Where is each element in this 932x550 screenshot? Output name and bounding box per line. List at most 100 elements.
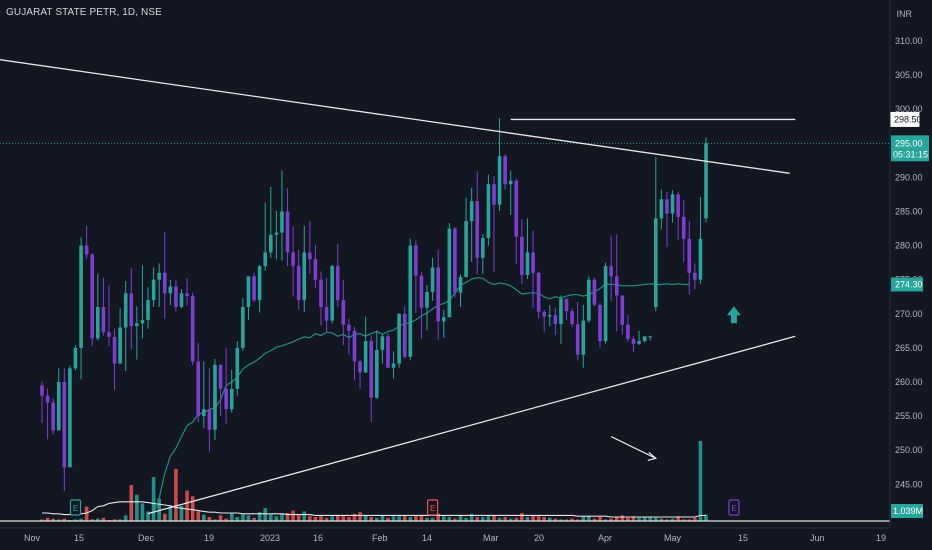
candle-body[interactable] bbox=[179, 293, 184, 307]
candle-body[interactable] bbox=[559, 298, 563, 325]
candle-body[interactable] bbox=[676, 194, 680, 217]
candle-body[interactable] bbox=[263, 252, 267, 267]
candle-body[interactable] bbox=[704, 143, 708, 219]
candle-body[interactable] bbox=[291, 252, 295, 267]
candle-body[interactable] bbox=[96, 306, 100, 339]
candle-body[interactable] bbox=[564, 298, 569, 312]
candle-body[interactable] bbox=[497, 156, 502, 205]
candle-body[interactable] bbox=[123, 293, 128, 328]
candle-body[interactable] bbox=[469, 201, 474, 222]
candle-body[interactable] bbox=[525, 252, 530, 275]
candle-body[interactable] bbox=[369, 341, 374, 398]
candle-body[interactable] bbox=[447, 228, 452, 318]
candle-body[interactable] bbox=[503, 156, 507, 185]
earnings-flag-icon[interactable] bbox=[728, 499, 740, 516]
candle-body[interactable] bbox=[157, 272, 161, 280]
candle-body[interactable] bbox=[380, 336, 385, 350]
candle-body[interactable] bbox=[224, 388, 228, 410]
candle-body[interactable] bbox=[609, 266, 613, 277]
candle-body[interactable] bbox=[196, 361, 201, 417]
candle-body[interactable] bbox=[553, 315, 558, 325]
candle-body[interactable] bbox=[79, 245, 83, 348]
candle-body[interactable] bbox=[592, 279, 597, 305]
candle-body[interactable] bbox=[45, 395, 50, 403]
candle-body[interactable] bbox=[631, 339, 636, 344]
candle-body[interactable] bbox=[670, 194, 675, 214]
candle-body[interactable] bbox=[430, 267, 435, 292]
candle-body[interactable] bbox=[598, 304, 602, 342]
candle-body[interactable] bbox=[90, 254, 95, 339]
candle-body[interactable] bbox=[603, 266, 608, 342]
candle-body[interactable] bbox=[391, 363, 396, 368]
candle-body[interactable] bbox=[414, 245, 418, 276]
candle-body[interactable] bbox=[575, 324, 580, 355]
candle-body[interactable] bbox=[453, 228, 457, 293]
candle-body[interactable] bbox=[62, 382, 67, 468]
candle-body[interactable] bbox=[620, 295, 625, 325]
candle-body[interactable] bbox=[408, 245, 413, 357]
candle-body[interactable] bbox=[151, 279, 156, 301]
candle-body[interactable] bbox=[56, 382, 61, 431]
candle-body[interactable] bbox=[341, 300, 346, 325]
candle-body[interactable] bbox=[419, 275, 424, 308]
candle-body[interactable] bbox=[626, 324, 630, 340]
candle-body[interactable] bbox=[174, 286, 178, 307]
candle-body[interactable] bbox=[168, 286, 173, 294]
candle-body[interactable] bbox=[698, 238, 703, 280]
candle-body[interactable] bbox=[514, 180, 519, 237]
candle-body[interactable] bbox=[308, 252, 312, 260]
candle-body[interactable] bbox=[520, 236, 524, 275]
candle-body[interactable] bbox=[436, 267, 440, 322]
candle-body[interactable] bbox=[229, 388, 234, 410]
candle-body[interactable] bbox=[375, 349, 379, 398]
candle-body[interactable] bbox=[581, 320, 586, 355]
candle-body[interactable] bbox=[492, 184, 496, 205]
candle-body[interactable] bbox=[118, 327, 122, 364]
candle-body[interactable] bbox=[246, 276, 251, 307]
candle-body[interactable] bbox=[73, 347, 78, 369]
candle-body[interactable] bbox=[235, 347, 240, 389]
candle-body[interactable] bbox=[162, 272, 167, 294]
candle-body[interactable] bbox=[202, 409, 206, 417]
candle-body[interactable] bbox=[330, 266, 334, 321]
candle-body[interactable] bbox=[386, 336, 390, 368]
candle-body[interactable] bbox=[268, 234, 273, 253]
trendline-ascending-support[interactable] bbox=[147, 335, 796, 515]
candle-body[interactable] bbox=[347, 324, 351, 331]
candle-body[interactable] bbox=[190, 296, 195, 362]
earnings-flag-icon[interactable] bbox=[69, 499, 82, 516]
candle-body[interactable] bbox=[146, 300, 150, 320]
candle-body[interactable] bbox=[51, 402, 55, 431]
candle-body[interactable] bbox=[481, 238, 485, 258]
candle-body[interactable] bbox=[185, 293, 189, 297]
candle-body[interactable] bbox=[324, 306, 329, 321]
candle-body[interactable] bbox=[547, 315, 552, 317]
candle-body[interactable] bbox=[302, 252, 307, 301]
candle-body[interactable] bbox=[68, 368, 72, 468]
candle-body[interactable] bbox=[458, 276, 463, 293]
candle-body[interactable] bbox=[285, 211, 290, 253]
candle-body[interactable] bbox=[665, 199, 669, 214]
candle-body[interactable] bbox=[536, 272, 541, 312]
candle-body[interactable] bbox=[358, 361, 362, 373]
candle-body[interactable] bbox=[659, 199, 664, 219]
price-axis[interactable] bbox=[890, 0, 932, 550]
candle-body[interactable] bbox=[40, 385, 44, 396]
candle-body[interactable] bbox=[637, 341, 641, 344]
candle-body[interactable] bbox=[112, 336, 117, 364]
candle-body[interactable] bbox=[531, 252, 535, 273]
candle-body[interactable] bbox=[135, 323, 139, 327]
candle-body[interactable] bbox=[296, 266, 301, 301]
candle-body[interactable] bbox=[486, 184, 491, 239]
candle-body[interactable] bbox=[319, 279, 323, 307]
candle-body[interactable] bbox=[213, 364, 217, 430]
candle-body[interactable] bbox=[274, 232, 279, 235]
candle-body[interactable] bbox=[402, 313, 407, 357]
candle-body[interactable] bbox=[441, 317, 446, 322]
candle-body[interactable] bbox=[508, 180, 513, 185]
candle-body[interactable] bbox=[241, 306, 245, 348]
candle-body[interactable] bbox=[654, 218, 658, 307]
candle-body[interactable] bbox=[542, 311, 546, 317]
